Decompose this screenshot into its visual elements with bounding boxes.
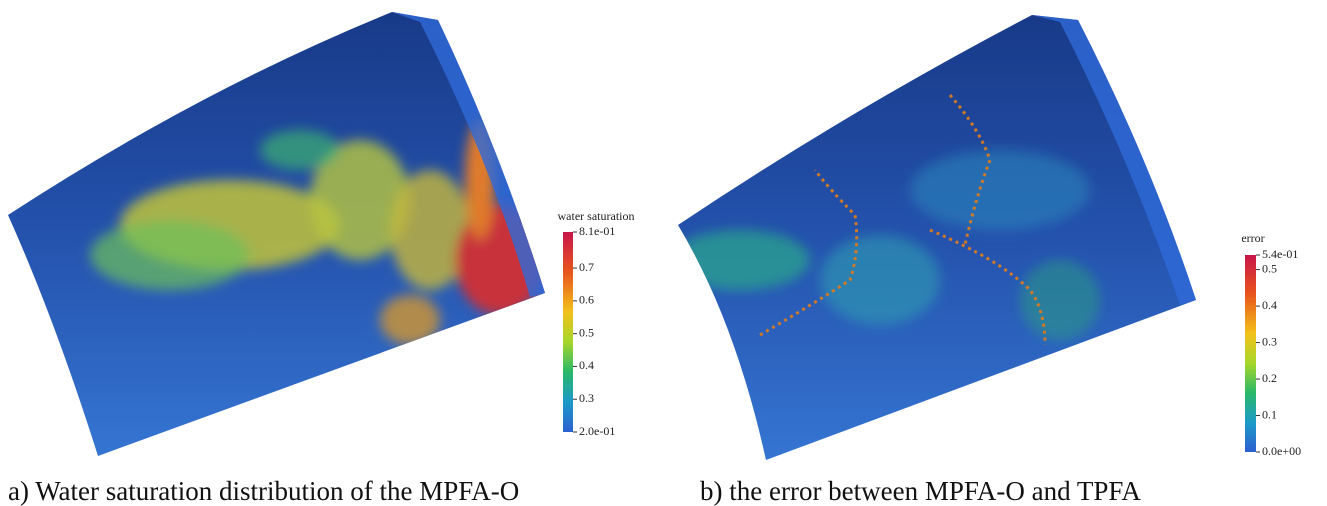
colorbar [563, 232, 573, 432]
colorbar-tick-label: 5.4e-01 [1262, 247, 1298, 261]
rendering-b [678, 15, 1196, 460]
colorbar-tick-label: 0.5 [579, 325, 594, 339]
colorbar-tick-label: 2.0e-01 [579, 424, 615, 438]
colorbar-tick-label: 0.6 [579, 293, 594, 307]
colorbar-tick-label: 0.5 [1262, 261, 1277, 275]
colorbar-tick-label: 0.4 [1262, 298, 1277, 312]
colorbar-tick-label: 0.2 [1262, 371, 1277, 385]
colorbar [1245, 255, 1256, 452]
colorbar-tick-label: 0.7 [579, 260, 594, 274]
colorbar-tick-label: 8.1e-01 [579, 224, 615, 238]
colorbar-title: error [1241, 231, 1264, 245]
rendering-a [8, 12, 545, 456]
colorbar-title: water saturation [558, 209, 635, 223]
caption: b) the error between MPFA-O and TPFA [700, 476, 1141, 506]
colorbar-tick-label: 0.4 [579, 358, 594, 372]
colorbar-tick-label: 0.3 [579, 391, 594, 405]
colorbar-tick-label: 0.0e+00 [1262, 444, 1301, 458]
caption: a) Water saturation distribution of the … [8, 476, 519, 506]
colorbar-tick-label: 0.3 [1262, 334, 1277, 348]
colorbar-tick-label: 0.1 [1262, 407, 1277, 421]
